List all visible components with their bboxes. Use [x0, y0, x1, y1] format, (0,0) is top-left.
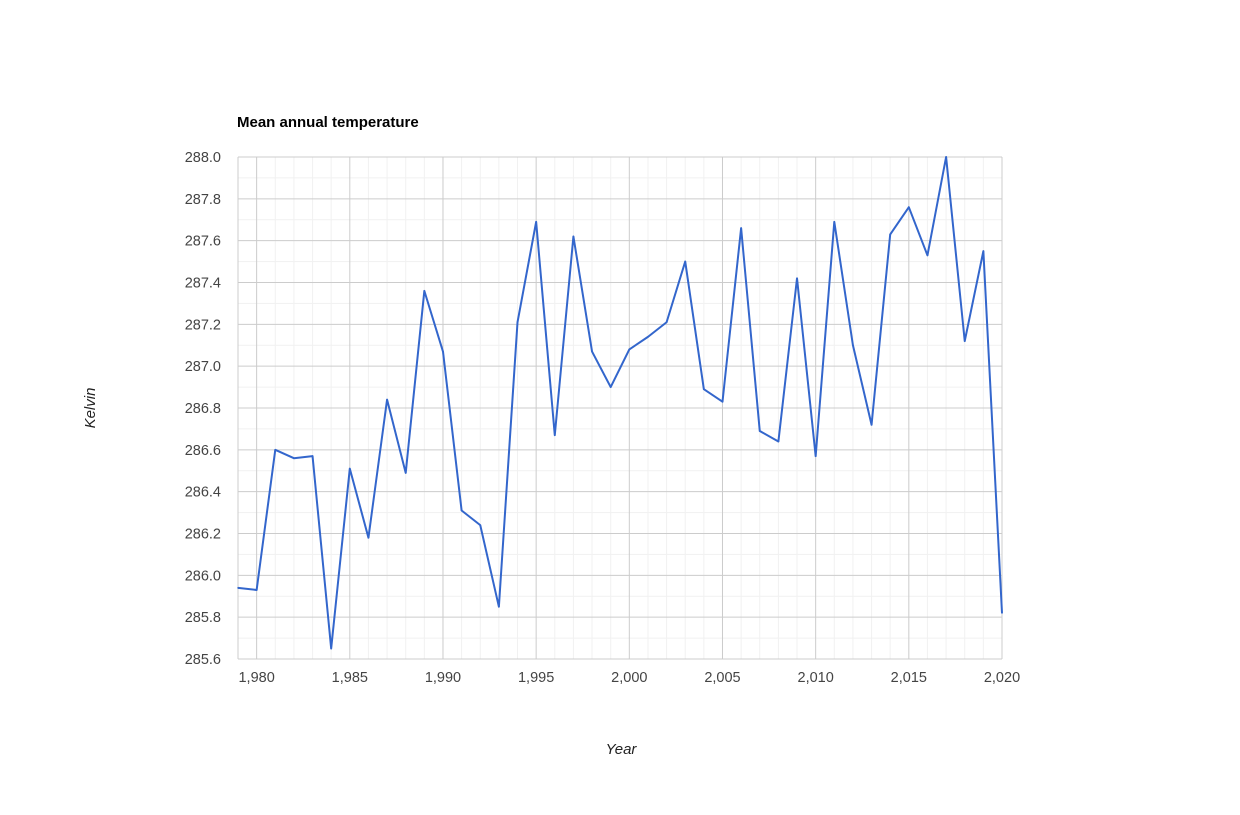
x-tick-label: 2,010 [798, 670, 834, 686]
data-point [1001, 612, 1003, 614]
grid [237, 156, 1003, 660]
data-point [460, 509, 463, 512]
y-tick-label: 287.2 [185, 317, 221, 333]
data-point [684, 260, 687, 263]
x-tick-label: 2,005 [704, 670, 740, 686]
data-point [926, 254, 929, 257]
x-tick-label: 1,985 [332, 670, 368, 686]
data-point [516, 321, 519, 324]
x-tick-label: 1,995 [518, 670, 554, 686]
data-point [963, 340, 966, 342]
data-point [367, 536, 370, 539]
data-point [553, 434, 556, 436]
data-point [740, 227, 742, 229]
data-point [330, 647, 332, 650]
x-tick-label: 2,020 [984, 670, 1020, 686]
data-point [814, 455, 817, 457]
data-point [908, 206, 910, 208]
data-point [870, 423, 873, 426]
data-point [293, 457, 295, 460]
data-point [404, 472, 407, 474]
data-point [535, 221, 537, 223]
series-layer [237, 156, 1003, 650]
x-tick-label: 2,000 [611, 670, 647, 686]
y-tick-label: 286.6 [185, 443, 221, 459]
data-point [572, 235, 575, 238]
x-tick-label: 1,980 [238, 670, 274, 686]
x-axis-ticks: 1,980 1,985 1,990 1,995 2,000 2,005 2,010 2,015… [238, 670, 1020, 686]
x-axis-title: Year [606, 741, 638, 758]
y-tick-label: 287.8 [185, 192, 221, 208]
data-point [479, 524, 482, 526]
y-tick-label: 286.4 [185, 485, 221, 501]
y-tick-label: 287.4 [185, 276, 221, 292]
x-tick-label: 1,990 [425, 670, 461, 686]
y-tick-label: 287.0 [185, 359, 221, 375]
chart-title: Mean annual temperature [237, 114, 419, 131]
data-point [386, 398, 388, 401]
data-point [889, 233, 891, 236]
data-point [721, 400, 724, 403]
data-point [945, 156, 947, 158]
data-point [796, 277, 798, 280]
data-point [349, 467, 351, 470]
data-point [833, 221, 836, 223]
data-point [237, 587, 239, 589]
y-tick-label: 287.6 [185, 234, 221, 250]
y-axis-title: Kelvin [82, 388, 99, 429]
data-point [777, 440, 780, 443]
series-line [237, 156, 1003, 650]
data-point [628, 348, 631, 351]
data-point [255, 589, 258, 591]
y-tick-label: 286.2 [185, 527, 221, 543]
data-point [647, 336, 649, 338]
data-point [703, 388, 705, 390]
data-point [311, 455, 314, 457]
y-tick-label: 285.6 [185, 652, 221, 668]
y-tick-label: 288.0 [185, 150, 221, 166]
data-point [591, 350, 593, 353]
y-tick-label: 285.8 [185, 610, 221, 626]
data-point [442, 350, 444, 353]
data-point [982, 250, 985, 252]
data-point [758, 430, 761, 432]
data-point [423, 290, 426, 292]
y-tick-label: 286.0 [185, 568, 221, 584]
data-point [609, 386, 612, 388]
x-tick-label: 2,015 [891, 670, 927, 686]
data-point [274, 449, 277, 451]
data-point [498, 605, 500, 608]
y-tick-label: 286.8 [185, 401, 221, 417]
data-points [237, 156, 1003, 650]
data-point [852, 344, 854, 347]
data-point [665, 321, 668, 324]
y-axis-ticks: 285.6 285.8 286.0 286.2 286.4 286.6 286.8 287.0… [185, 150, 221, 668]
